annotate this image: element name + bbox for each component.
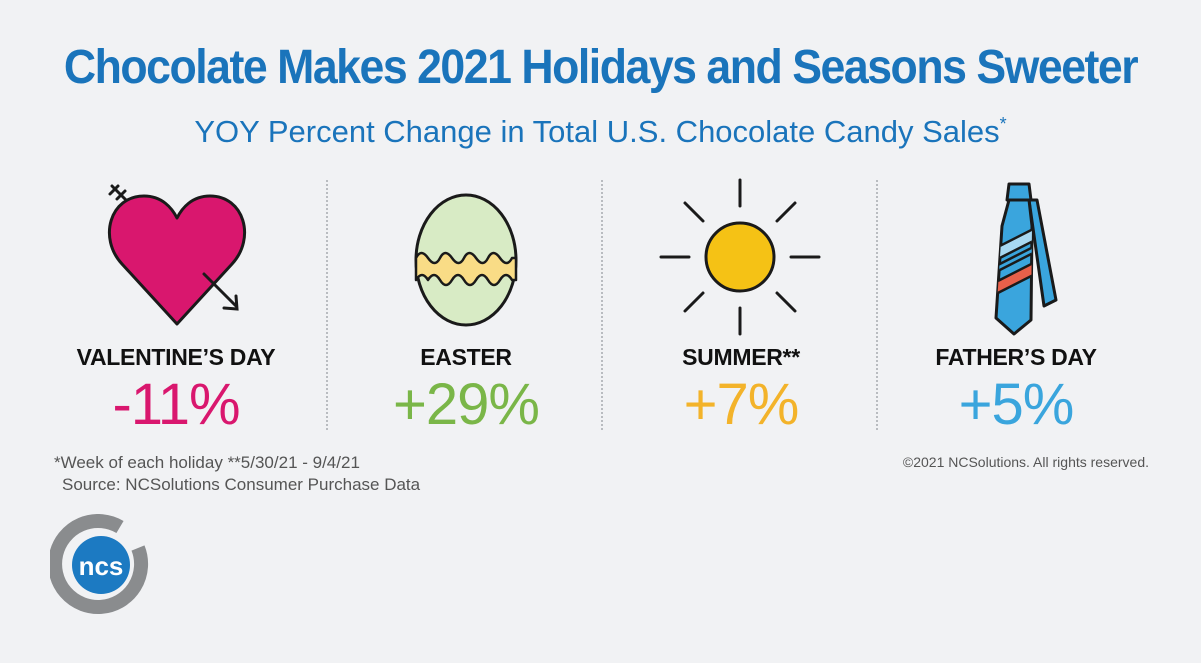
copyright-notice: ©2021 NCSolutions. All rights reserved.	[902, 454, 1149, 470]
category-easter: EASTER +29%	[328, 176, 604, 437]
easter-egg-icon	[414, 193, 518, 327]
sun-disk	[704, 221, 776, 293]
chart-subtitle: YOY Percent Change in Total U.S. Chocola…	[0, 104, 1201, 152]
category-label: SUMMER**	[682, 344, 800, 370]
subtitle-asterisk: *	[999, 114, 1007, 134]
ncs-logo: ncs	[50, 514, 149, 614]
heart-arrow-icon	[107, 184, 247, 326]
tie-tail	[1027, 198, 1058, 308]
logo-disk	[72, 536, 130, 594]
category-label: EASTER	[420, 344, 512, 370]
chart-title: Chocolate Makes 2021 Holidays and Season…	[63, 41, 1139, 94]
sun-rays	[659, 178, 821, 336]
category-label: FATHER’S DAY	[935, 344, 1097, 370]
egg-band	[414, 251, 518, 287]
value-label: -11%	[112, 372, 240, 437]
heart-shape	[107, 194, 247, 326]
footnote-holiday: *Week of each holiday **5/30/21 - 9/4/21	[54, 453, 360, 472]
value-label: +7%	[683, 372, 800, 437]
necktie-icon	[994, 182, 1058, 336]
category-summer: SUMMER** +7%	[603, 176, 879, 437]
value-label: +5%	[958, 372, 1075, 437]
subtitle-text: YOY Percent Change in Total U.S. Chocola…	[194, 114, 1000, 149]
category-valentines-day: VALENTINE’S DAY -11%	[38, 176, 314, 437]
category-fathers-day: FATHER’S DAY +5%	[878, 176, 1154, 437]
footnotes: *Week of each holiday **5/30/21 - 9/4/21…	[54, 452, 420, 496]
divider	[601, 180, 603, 430]
footnote-source: Source: NCSolutions Consumer Purchase Da…	[62, 475, 421, 494]
arrow	[108, 184, 239, 311]
tie-stripes	[996, 221, 1032, 301]
logo-ring	[50, 514, 149, 614]
divider	[876, 180, 878, 430]
logo-text: ncs	[79, 551, 124, 581]
category-label: VALENTINE’S DAY	[76, 344, 276, 370]
value-label: +29%	[393, 372, 540, 437]
divider	[326, 180, 328, 430]
tie-knot	[1005, 182, 1033, 202]
sun-icon	[659, 178, 821, 336]
